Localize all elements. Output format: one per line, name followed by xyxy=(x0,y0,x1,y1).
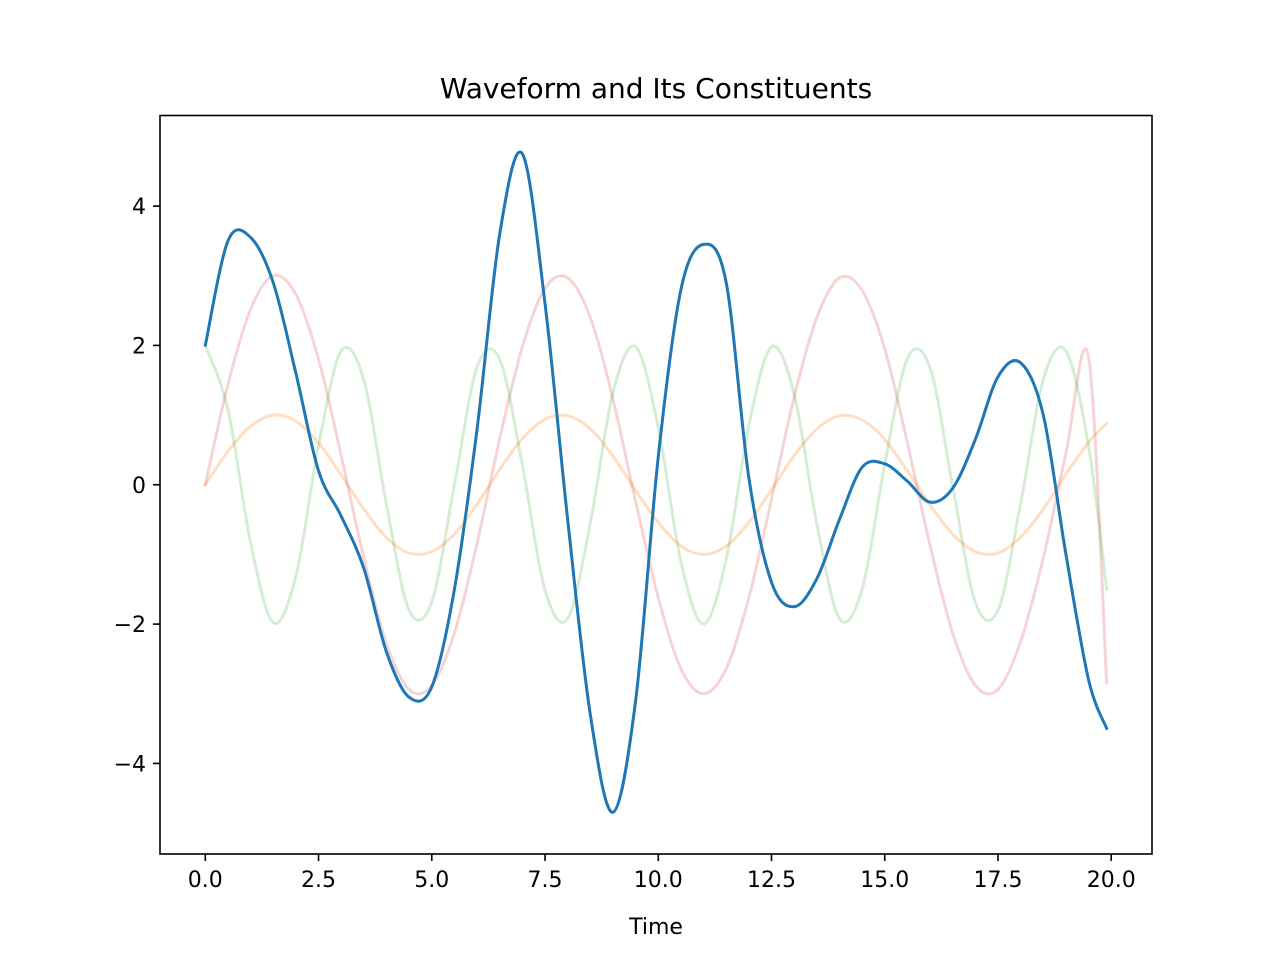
x-axis-label: Time xyxy=(628,915,683,940)
series-layer xyxy=(203,150,1109,814)
y-tick-label: −2 xyxy=(114,613,146,638)
series-line-4 xyxy=(203,150,1109,814)
x-tick-label: 10.0 xyxy=(634,868,683,893)
y-tick-label: 2 xyxy=(132,334,146,359)
x-tick-label: 17.5 xyxy=(973,868,1022,893)
series-line-2 xyxy=(203,273,1109,696)
chart-title: Waveform and Its Constituents xyxy=(440,72,872,105)
y-tick-label: 0 xyxy=(132,474,146,499)
y-tick-label: 4 xyxy=(132,195,146,220)
x-tick-label: 2.5 xyxy=(301,868,336,893)
x-tick-label: 7.5 xyxy=(528,868,563,893)
x-axis: 0.0 2.5 5.0 7.5 10.0 12.5 15.0 17.5 20.0 xyxy=(188,854,1136,893)
x-tick-label: 12.5 xyxy=(747,868,796,893)
y-tick-label: −4 xyxy=(114,752,146,777)
x-tick-label: 20.0 xyxy=(1087,868,1136,893)
x-tick-label: 15.0 xyxy=(860,868,909,893)
x-tick-label: 0.0 xyxy=(188,868,223,893)
series-line-1 xyxy=(203,413,1109,556)
x-tick-label: 5.0 xyxy=(414,868,449,893)
y-axis: −4 −2 0 2 4 xyxy=(114,195,160,777)
